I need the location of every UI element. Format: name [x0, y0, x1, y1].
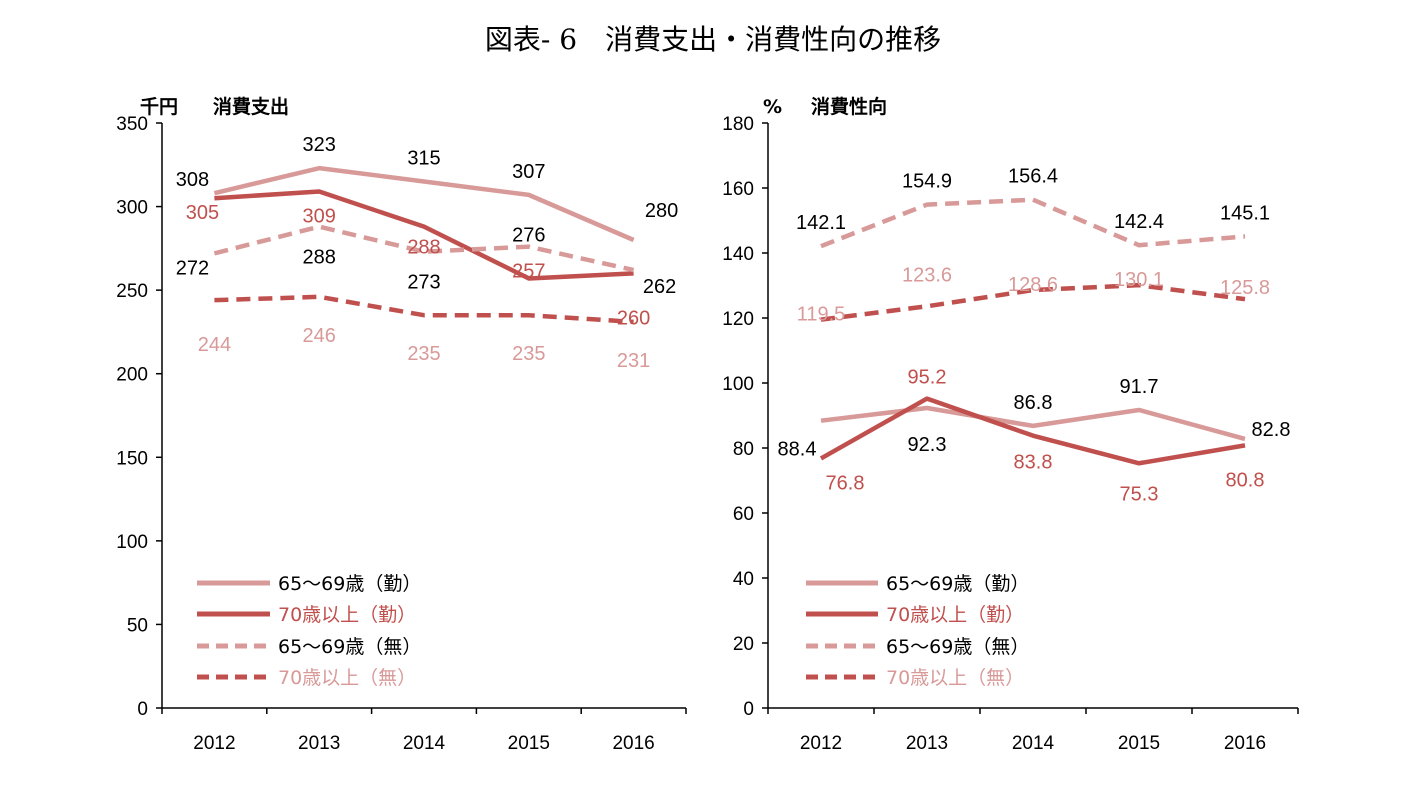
x-tick-label: 2014 — [403, 733, 446, 754]
data-label: 130.1 — [1114, 269, 1164, 291]
y-tick-label: 300 — [116, 198, 148, 219]
x-tick-label: 2016 — [1224, 733, 1266, 754]
y-tick-label: 100 — [116, 532, 148, 553]
series-line-3 — [820, 282, 1246, 322]
data-label: 323 — [303, 134, 336, 156]
figure-title: 図表- 6 消費支出・消費性向の推移 — [484, 23, 942, 56]
data-label: 92.3 — [908, 434, 947, 456]
data-label: 83.8 — [1014, 452, 1053, 474]
data-label: 315 — [407, 148, 440, 170]
data-label: 273 — [407, 272, 440, 294]
consumption-propensity-chart: % 消費性向 0 20 40 60 80 100 120 140 160 180 2012 2013 201… — [722, 95, 1299, 754]
data-label: 142.4 — [1114, 211, 1164, 233]
data-label: 272 — [176, 257, 209, 279]
series-line-0 — [213, 165, 635, 243]
data-label: 288 — [303, 247, 336, 269]
legend-label: 65～69歳（勤） — [278, 573, 421, 595]
unit-label: 千円 — [140, 96, 178, 118]
y-tick-label: 20 — [733, 634, 754, 655]
y-tick-label: 40 — [733, 569, 754, 590]
data-label: 145.1 — [1220, 202, 1270, 224]
x-tick-label: 2016 — [612, 733, 654, 754]
y-axis-title: 消費性向 — [811, 95, 887, 118]
y-tick-label: 160 — [722, 179, 754, 200]
data-label: 235 — [407, 343, 440, 365]
series-line-1 — [819, 396, 1246, 466]
data-label: 260 — [617, 307, 650, 329]
legend-label: 70歳以上（勤） — [278, 604, 416, 626]
x-tick-label: 2012 — [800, 733, 842, 754]
y-tick-label: 200 — [116, 365, 148, 386]
data-label: 80.8 — [1226, 469, 1265, 491]
data-label: 75.3 — [1120, 483, 1159, 505]
data-label: 119.5 — [797, 304, 846, 326]
y-tick-label: 0 — [137, 699, 148, 720]
data-label: 280 — [645, 200, 678, 222]
data-label: 88.4 — [778, 439, 817, 461]
data-label: 154.9 — [902, 171, 952, 193]
y-tick-label: 80 — [733, 439, 754, 460]
data-label: 231 — [617, 350, 650, 372]
series-line-3 — [214, 294, 634, 325]
data-label: 235 — [512, 343, 545, 365]
y-tick-label: 50 — [127, 615, 148, 636]
data-label: 309 — [303, 206, 336, 228]
data-label: 156.4 — [1008, 166, 1058, 188]
y-tick-label: 140 — [722, 244, 754, 265]
y-tick-label: 60 — [733, 504, 754, 525]
data-label: 257 — [512, 260, 545, 282]
data-label: 244 — [198, 334, 231, 356]
data-label: 128.6 — [1008, 274, 1058, 296]
data-label: 142.1 — [796, 212, 846, 234]
series-line-0 — [820, 405, 1246, 442]
x-tick-label: 2013 — [906, 733, 948, 754]
data-label: 76.8 — [826, 472, 865, 494]
data-label: 305 — [186, 202, 219, 224]
data-label: 86.8 — [1014, 392, 1053, 414]
data-label: 246 — [303, 325, 336, 347]
x-tick-label: 2015 — [508, 733, 550, 754]
legend-label: 65～69歳（勤） — [886, 573, 1029, 595]
y-tick-label: 100 — [722, 374, 754, 395]
y-tick-label: 250 — [116, 281, 148, 302]
y-axis-title: 消費支出 — [213, 95, 289, 118]
x-tick-label: 2013 — [298, 733, 340, 754]
legend-label: 70歳以上（勤） — [886, 604, 1024, 626]
data-label: 308 — [176, 169, 209, 191]
y-tick-label: 0 — [743, 699, 754, 720]
data-label: 91.7 — [1120, 376, 1159, 398]
data-label: 82.8 — [1252, 419, 1291, 441]
y-tick-label: 350 — [116, 114, 148, 135]
legend-label: 65～69歳（無） — [886, 636, 1029, 658]
data-label: 307 — [512, 161, 545, 183]
unit-label: % — [763, 96, 782, 118]
x-tick-label: 2014 — [1012, 733, 1055, 754]
data-label: 276 — [512, 225, 545, 247]
data-label: 125.8 — [1220, 277, 1270, 299]
x-tick-label: 2012 — [193, 733, 235, 754]
data-label: 288 — [407, 237, 440, 259]
series-line-2 — [213, 224, 635, 273]
legend-label: 70歳以上（無） — [278, 667, 416, 689]
legend-label: 65～69歳（無） — [278, 636, 421, 658]
data-label: 123.6 — [902, 264, 952, 286]
series-line-1 — [214, 189, 634, 281]
y-tick-label: 120 — [722, 309, 754, 330]
consumption-expenditure-chart: 千円 消費支出 0 50 100 150 200 250 300 350 2012 2013 2014 2… — [116, 95, 687, 754]
data-label: 95.2 — [908, 367, 947, 389]
y-tick-label: 150 — [116, 448, 148, 469]
y-tick-label: 180 — [722, 114, 754, 135]
legend-label: 70歳以上（無） — [886, 667, 1024, 689]
series-line-2 — [820, 197, 1246, 249]
data-label: 262 — [643, 276, 676, 298]
x-tick-label: 2015 — [1118, 733, 1160, 754]
